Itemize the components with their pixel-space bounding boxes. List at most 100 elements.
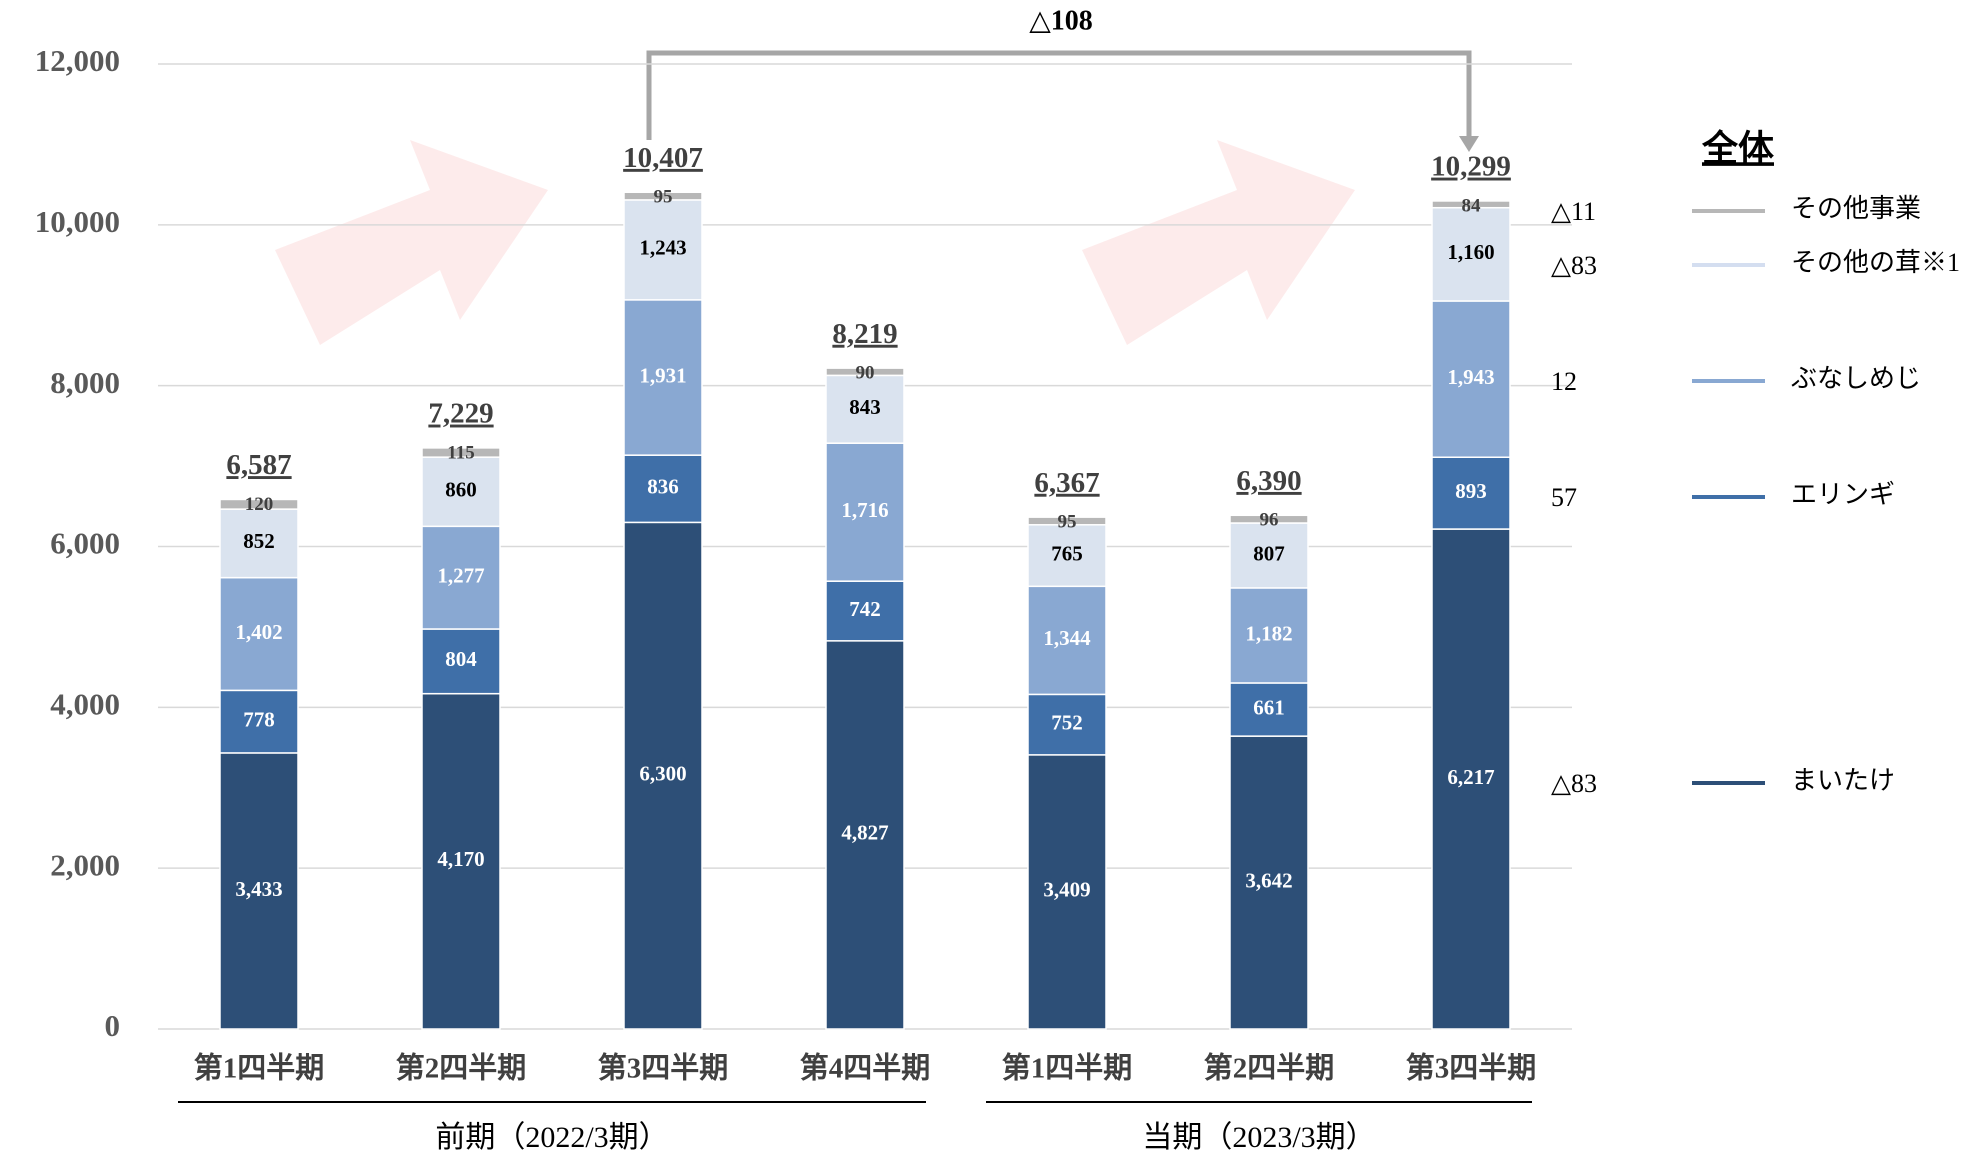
x-tick-label: 第2四半期: [1204, 1051, 1335, 1085]
y-tick-label: 6,000: [50, 526, 120, 561]
value-label: 4,827: [841, 821, 888, 845]
bar-segment: [825, 442, 905, 582]
y-tick-label: 0: [105, 1008, 121, 1043]
value-label: 3,409: [1043, 878, 1090, 902]
change-label: 12: [1551, 367, 1577, 396]
value-label: 852: [243, 529, 275, 553]
bar-segment: [623, 199, 703, 301]
bar-segment: [1229, 522, 1309, 589]
bar-segment: [1027, 585, 1107, 696]
x-tick-label: 第2四半期: [396, 1051, 527, 1085]
bar-segment: [623, 454, 703, 524]
value-label: 1,182: [1245, 621, 1292, 645]
value-label: 1,277: [437, 563, 484, 587]
bar-segment: [421, 628, 501, 695]
trend-arrow: [1082, 140, 1355, 345]
y-tick-label: 12,000: [35, 43, 120, 78]
value-label: 6,217: [1447, 765, 1494, 789]
bar-segment: [219, 689, 299, 754]
bar-segment: [219, 508, 299, 579]
value-label: 893: [1455, 479, 1487, 503]
value-label: 860: [445, 478, 477, 502]
value-label: 1,943: [1447, 365, 1494, 389]
y-tick-label: 8,000: [50, 365, 120, 400]
value-label: 6,300: [639, 762, 686, 786]
bar-segment: [623, 191, 703, 201]
value-label: 778: [243, 707, 275, 731]
total-label: 6,587: [226, 449, 291, 481]
value-label: 3,433: [235, 877, 282, 901]
value-label: 120: [245, 494, 274, 515]
bar-segment: [1027, 516, 1107, 526]
bar-segment: [421, 456, 501, 528]
bar-segment: [623, 521, 703, 1030]
bar-segment: [219, 498, 299, 510]
x-tick-label: 第1四半期: [194, 1051, 325, 1085]
bracket-line: [646, 50, 1472, 140]
value-label: 4,170: [437, 847, 484, 871]
total-label: 10,299: [1431, 151, 1511, 183]
change-label: △83: [1551, 251, 1597, 280]
x-tick-label: 第3四半期: [598, 1051, 729, 1085]
value-label: 807: [1253, 541, 1285, 565]
bar-segment: [421, 692, 501, 1030]
bar-segment: [1027, 754, 1107, 1030]
decor-arrows: [275, 140, 1355, 345]
value-label: 765: [1051, 541, 1083, 565]
y-tick-label: 10,000: [35, 204, 120, 239]
bar-segment: [1229, 587, 1309, 684]
bar-segment: [1431, 200, 1511, 209]
bar-segment: [825, 374, 905, 444]
value-label: 96: [1260, 510, 1279, 531]
bar-segment: [421, 525, 501, 630]
trend-arrow: [275, 140, 548, 345]
total-label: 6,367: [1034, 467, 1099, 499]
bar-segment: [1431, 528, 1511, 1030]
bar-segment: [1431, 300, 1511, 458]
x-tick-label: 第1四半期: [1002, 1051, 1133, 1085]
value-label: 804: [445, 647, 477, 671]
bar-segment: [1229, 682, 1309, 737]
bar-segment: [1229, 735, 1309, 1030]
legend-label: エリンギ: [1791, 480, 1895, 509]
bar-segment: [1229, 514, 1309, 524]
bar-segment: [1027, 693, 1107, 756]
legend-label: その他の茸※1: [1791, 248, 1960, 277]
value-label: 752: [1051, 710, 1083, 734]
x-tick-label: 第3四半期: [1406, 1051, 1537, 1085]
bar-segment: [421, 447, 501, 458]
value-label: 1,344: [1043, 626, 1091, 650]
legend-title: 全体: [1701, 127, 1774, 168]
bracket-arrowhead: [1459, 136, 1479, 152]
legend-label: まいたけ: [1791, 766, 1895, 795]
value-label: 1,402: [235, 620, 282, 644]
total-label: 8,219: [832, 318, 897, 350]
annotation: △108: [1029, 5, 1093, 36]
bar-segment: [219, 576, 299, 692]
value-label: 742: [849, 597, 881, 621]
value-label: 3,642: [1245, 868, 1292, 892]
value-label: 95: [1058, 512, 1077, 533]
bar-segment: [219, 752, 299, 1030]
change-label: 57: [1551, 483, 1577, 512]
value-label: 1,716: [841, 498, 888, 522]
value-label: 843: [849, 395, 881, 419]
bar-segment: [825, 640, 905, 1030]
legend-label: ぶなしめじ: [1791, 364, 1921, 393]
total-label: 6,390: [1236, 465, 1301, 497]
legend-label: その他事業: [1791, 194, 1921, 223]
value-label: 90: [856, 362, 875, 383]
value-label: 836: [647, 475, 679, 499]
y-tick-label: 2,000: [50, 847, 120, 882]
bar-segment: [623, 299, 703, 456]
value-label: 1,243: [639, 236, 686, 260]
change-label: △83: [1551, 769, 1597, 798]
y-tick-label: 4,000: [50, 686, 120, 721]
total-label: 7,229: [428, 398, 493, 430]
value-label: 84: [1462, 195, 1482, 216]
value-label: 95: [654, 187, 673, 208]
bar-segment: [825, 367, 905, 377]
group-label: 当期（2023/3期）: [1142, 1121, 1375, 1154]
x-tick-label: 第4四半期: [800, 1051, 931, 1085]
